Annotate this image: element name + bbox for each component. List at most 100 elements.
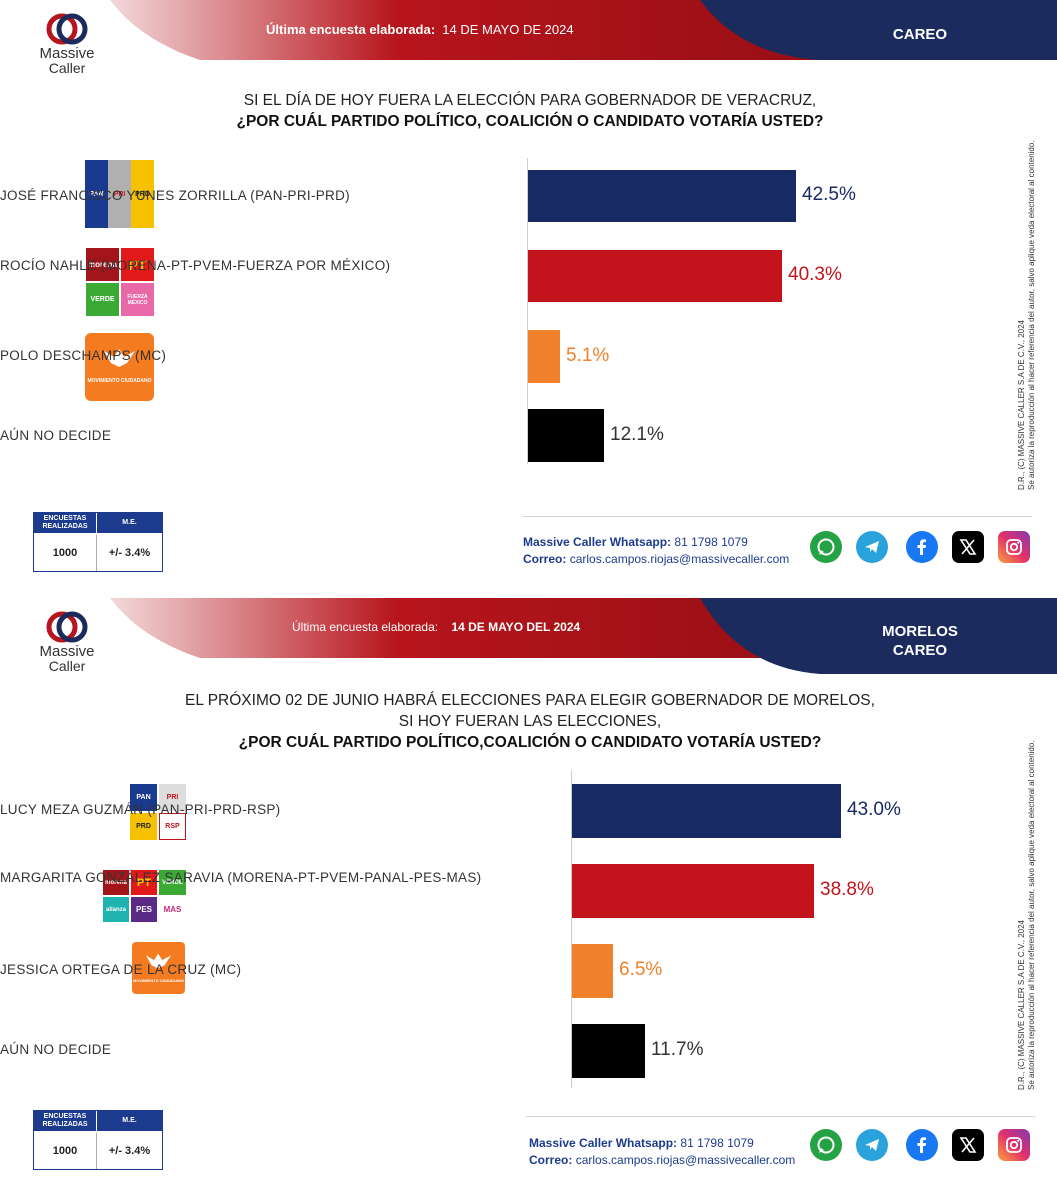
mc-logo: MOVIMIENTO CIUDADANO — [85, 333, 154, 401]
question: EL PRÓXIMO 02 DE JUNIO HABRÁ ELECCIONES … — [130, 690, 930, 753]
survey-label: Última encuesta elaborada: — [266, 22, 436, 37]
copyright-line-2: Se autoriza la reproducción al hacer ref… — [1027, 740, 1036, 1090]
category-label: MARGARITA GONZÁLEZ SARAVIA (MORENA-PT-PV… — [0, 870, 482, 885]
whatsapp-icon[interactable] — [810, 531, 842, 563]
category-label: LUCY MEZA GUZMÁN (PAN-PRI-PRD-RSP) — [0, 802, 281, 817]
bar — [572, 1024, 645, 1078]
panal-logo: alianza — [103, 897, 129, 922]
copyright-line-2: Se autoriza la reproducción al hacer ref… — [1027, 140, 1036, 490]
logo-mark-icon — [46, 13, 88, 45]
morena-logo: morena — [86, 248, 119, 281]
section-title-sub: CAREO — [892, 642, 948, 659]
morena-logo: morena — [103, 870, 129, 895]
stats-me-value: +/- 3.4% — [108, 547, 151, 559]
survey-date-label: Última encuesta elaborada: 14 DE MAYO DE… — [266, 22, 574, 37]
prd-logo: PRD — [131, 160, 154, 228]
eagle-icon — [145, 953, 172, 969]
telegram-icon[interactable] — [856, 531, 888, 563]
stats-surveys-value: 1000 — [34, 1133, 97, 1169]
logo-mark-icon — [46, 611, 88, 643]
stats-table: ENCUESTAS REALIZADAS M.E. 1000 +/- 3.4% — [33, 1110, 163, 1170]
email-label: Correo: — [529, 1153, 573, 1167]
pes-logo: PES — [131, 897, 157, 922]
value-label: 40.3% — [788, 264, 842, 285]
whatsapp-number[interactable]: 81 1798 1079 — [680, 1136, 754, 1150]
bar — [572, 944, 613, 998]
stats-me-value: +/- 3.4% — [108, 1145, 151, 1157]
whatsapp-label: Massive Caller Whatsapp: — [529, 1136, 678, 1150]
rsp-logo: RSP — [159, 813, 186, 840]
question-line-1: EL PRÓXIMO 02 DE JUNIO HABRÁ ELECCIONES … — [185, 692, 875, 709]
bar — [572, 864, 814, 918]
massive-caller-logo: Massive Caller — [34, 12, 100, 75]
stats-header-surveys: ENCUESTAS REALIZADAS — [34, 513, 96, 533]
stats-header-me: M.E. — [97, 513, 162, 533]
mc-logo: MOVIMIENTO CIUDADANO — [132, 942, 185, 994]
email-link[interactable]: carlos.campos.riojas@massivecaller.com — [569, 552, 790, 566]
category-label: JOSÉ FRANCISCO YUNES ZORRILLA (PAN-PRI-P… — [0, 188, 350, 203]
category-label: ROCÍO NAHLE (MORENA-PT-PVEM-FUERZA POR M… — [0, 258, 391, 273]
verde-logo: VERDE — [86, 283, 119, 316]
instagram-icon[interactable] — [998, 531, 1030, 563]
pan-logo: PAN — [130, 784, 157, 811]
category-label: AÚN NO DECIDE — [0, 428, 112, 443]
question-line-1: SI EL DÍA DE HOY FUERA LA ELECCIÓN PARA … — [243, 92, 817, 109]
stats-header-surveys: ENCUESTAS REALIZADAS — [34, 1111, 96, 1131]
prd-logo: PRD — [130, 813, 157, 840]
divider — [522, 516, 1032, 517]
value-label: 6.5% — [619, 959, 663, 980]
x-icon[interactable] — [952, 531, 984, 563]
fuerza-mexico-logo: FUERZA MÉXICO — [121, 283, 154, 316]
category-label: AÚN NO DECIDE — [0, 1042, 112, 1057]
divider — [526, 1116, 1036, 1117]
copyright-line-1: D.R., (C) MASSIVE CALLER S.A DE C.V., 20… — [1017, 320, 1026, 490]
logo-text-2: Caller — [48, 658, 86, 674]
logo-text-1: Massive — [39, 643, 95, 660]
morelos-panel: Última encuesta elaborada: 14 DE MAYO DE… — [0, 598, 1057, 1200]
contact-info: Massive Caller Whatsapp: 81 1798 1079 Co… — [529, 1135, 795, 1169]
whatsapp-number[interactable]: 81 1798 1079 — [674, 535, 748, 549]
bar — [572, 784, 841, 838]
morena-coalition-logo: morena PT VERDE alianza PES MAS — [103, 870, 186, 922]
mc-logo-text: MOVIMIENTO CIUDADANO — [87, 378, 152, 384]
instagram-icon[interactable] — [998, 1129, 1030, 1161]
whatsapp-icon[interactable] — [810, 1129, 842, 1161]
pri-logo: PRI — [108, 160, 131, 228]
chart-axis — [571, 770, 572, 1088]
veracruz-panel: Última encuesta elaborada: 14 DE MAYO DE… — [0, 0, 1057, 598]
email-label: Correo: — [523, 552, 567, 566]
copyright-vertical: D.R., (C) MASSIVE CALLER S.A DE C.V., 20… — [1017, 140, 1037, 490]
whatsapp-label: Massive Caller Whatsapp: — [523, 535, 672, 549]
header-blue-band — [700, 598, 1057, 674]
email-link[interactable]: carlos.campos.riojas@massivecaller.com — [575, 1153, 796, 1167]
category-label: POLO DESCHAMPS (MC) — [0, 348, 167, 363]
copyright-vertical: D.R., (C) MASSIVE CALLER S.A DE C.V., 20… — [1017, 740, 1037, 1090]
survey-date: 14 DE MAYO DEL 2024 — [451, 620, 581, 634]
telegram-icon[interactable] — [856, 1129, 888, 1161]
facebook-icon[interactable] — [906, 1129, 938, 1161]
question-bold: ¿POR CUÁL PARTIDO POLÍTICO,COALICIÓN O C… — [238, 734, 822, 751]
chart-axis — [527, 158, 528, 464]
value-label: 43.0% — [847, 799, 901, 820]
bar — [528, 330, 560, 383]
pan-pri-prd-logo: PAN PRI PRD — [85, 160, 154, 228]
bar — [528, 170, 796, 222]
section-title-state: MORELOS — [882, 623, 958, 640]
facebook-icon[interactable] — [906, 531, 938, 563]
question-bold: ¿POR CUÁL PARTIDO POLÍTICO, COALICIÓN O … — [236, 113, 824, 130]
eagle-icon — [104, 349, 135, 367]
question: SI EL DÍA DE HOY FUERA LA ELECCIÓN PARA … — [140, 90, 920, 132]
value-label: 11.7% — [651, 1039, 704, 1060]
value-label: 12.1% — [610, 423, 664, 445]
massive-caller-logo: Massive Caller — [34, 610, 100, 673]
contact-info: Massive Caller Whatsapp: 81 1798 1079 Co… — [523, 534, 789, 568]
section-title: MORELOS CAREO — [860, 622, 980, 660]
survey-date: 14 DE MAYO DE 2024 — [442, 22, 574, 37]
x-icon[interactable] — [952, 1129, 984, 1161]
pt-logo: PT — [121, 248, 154, 281]
mc-logo-text: MOVIMIENTO CIUDADANO — [132, 977, 185, 983]
mas-logo: MAS — [159, 897, 186, 922]
stats-surveys-value: 1000 — [34, 535, 97, 571]
pri-logo: PRI — [159, 784, 186, 811]
value-label: 42.5% — [802, 184, 856, 205]
